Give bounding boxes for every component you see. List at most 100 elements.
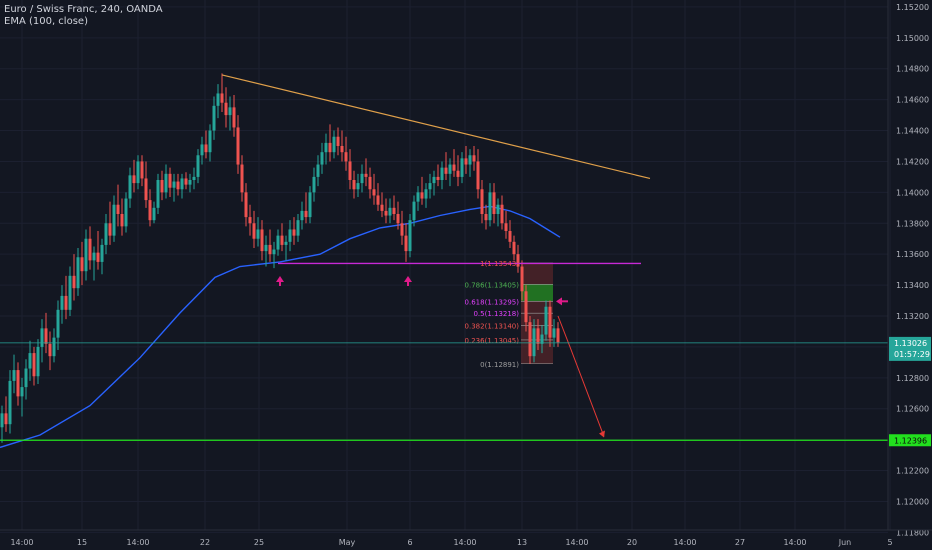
candle (484, 204, 488, 230)
candle-body (116, 204, 120, 214)
y-tick-label: 1.14800 (896, 65, 929, 74)
candle (96, 231, 100, 270)
candle-body (164, 173, 168, 193)
up-arrow-icon (276, 276, 284, 286)
x-tick-label: Jun (838, 538, 852, 547)
candle-body (360, 173, 364, 184)
candle-body (488, 192, 492, 221)
candle-body (236, 127, 240, 165)
candle-body (524, 291, 528, 323)
target-price-value: 1.12396 (894, 436, 927, 445)
candle (36, 339, 40, 384)
candle-body (88, 238, 92, 261)
candle-body (496, 204, 500, 214)
candle-body (16, 370, 20, 397)
candle (264, 235, 268, 267)
candle (412, 195, 416, 227)
candle-body (188, 180, 192, 185)
candle (236, 115, 240, 174)
candle (176, 173, 180, 196)
candle-body (480, 189, 484, 214)
candle (296, 214, 300, 242)
candle (428, 173, 432, 199)
candle-body (132, 175, 136, 184)
grid (0, 0, 891, 533)
chart-title[interactable]: Euro / Swiss Franc, 240, OANDA (4, 4, 163, 15)
candle (436, 164, 440, 187)
candle-body (96, 252, 100, 262)
y-tick-label: 1.13400 (896, 281, 929, 290)
candle (184, 172, 188, 190)
candle (276, 229, 280, 256)
candle-body (144, 178, 148, 201)
candle (248, 204, 252, 236)
candle (424, 183, 428, 208)
candle (536, 319, 540, 350)
candle (12, 354, 16, 394)
candle-body (516, 254, 520, 267)
candle-body (24, 368, 28, 388)
candle (492, 183, 496, 224)
candle-body (168, 173, 172, 188)
candle (524, 285, 528, 332)
candle (288, 220, 292, 252)
candle (108, 201, 112, 245)
candle-body (512, 241, 516, 255)
candle (180, 173, 184, 199)
descending-trendline[interactable] (221, 74, 651, 180)
candle (32, 346, 36, 386)
candle-body (404, 235, 408, 252)
indicator-label[interactable]: EMA (100, close) (4, 16, 88, 27)
arrowhead-icon (599, 430, 605, 438)
candle (220, 73, 224, 112)
y-tick-label: 1.14400 (896, 127, 929, 136)
candle (500, 195, 504, 230)
candle (516, 244, 520, 273)
candle (92, 246, 96, 281)
ema-line (0, 205, 561, 449)
candle (140, 155, 144, 187)
candle-body (212, 105, 216, 131)
candle-body (0, 413, 4, 428)
candle (312, 167, 316, 202)
candle-body (268, 244, 272, 255)
x-tick-label: 5 (887, 538, 892, 547)
candle (548, 300, 552, 347)
candle (224, 87, 228, 128)
candle (416, 186, 420, 211)
x-tick-label: 25 (254, 538, 264, 547)
candle (44, 312, 48, 354)
candle-body (436, 176, 440, 180)
candle (156, 173, 160, 214)
candle (340, 130, 344, 162)
y-tick-label: 1.14200 (896, 157, 929, 166)
candle-body (492, 192, 496, 214)
candle (460, 152, 464, 184)
candle-body (172, 181, 176, 188)
candle (196, 149, 200, 184)
candle (88, 226, 92, 270)
candle (304, 192, 308, 224)
candle (496, 198, 500, 227)
candle-body (424, 189, 428, 199)
candle-body (428, 183, 432, 190)
candle-body (288, 229, 292, 242)
candle-body (388, 207, 392, 216)
candle (72, 254, 76, 301)
candle-body (60, 295, 64, 310)
projection-arrow[interactable] (557, 315, 605, 437)
candle-body (32, 353, 36, 377)
candle-body (240, 164, 244, 193)
candle-body (104, 223, 108, 245)
candle (28, 340, 32, 381)
candle-body (412, 201, 416, 221)
candle (476, 149, 480, 199)
candle (16, 362, 20, 406)
candle-body (204, 144, 208, 153)
candle-body (376, 195, 380, 205)
candle-body (20, 387, 24, 397)
candle (468, 149, 472, 177)
candle-body (184, 178, 188, 185)
